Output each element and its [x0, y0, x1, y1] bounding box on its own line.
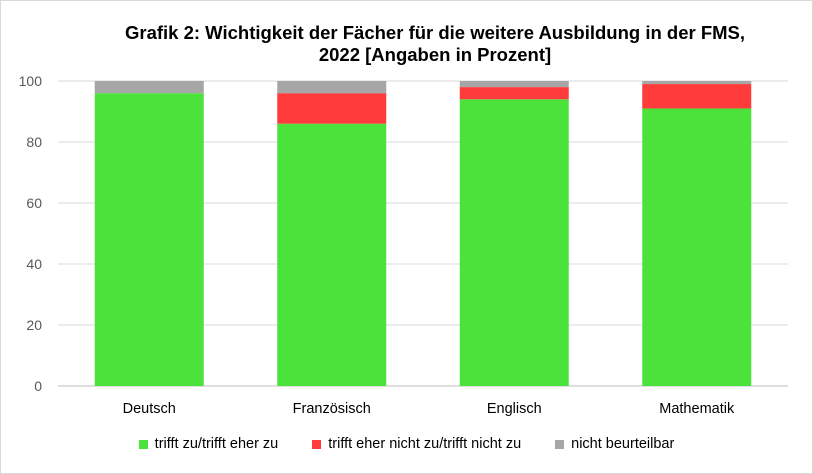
legend-swatch	[312, 439, 322, 449]
chart-title: Grafik 2: Wichtigkeit der Fächer für die…	[90, 22, 780, 66]
x-tick-label: Französisch	[293, 401, 371, 417]
y-tick-label: 80	[26, 134, 42, 150]
legend-label: trifft zu/trifft eher zu	[154, 436, 279, 452]
chart-legend: trifft zu/trifft eher zu trifft eher nich…	[0, 436, 813, 452]
y-tick-label: 0	[34, 378, 42, 394]
legend-item: trifft eher nicht zu/trifft nicht zu	[312, 436, 521, 452]
x-tick-label: Deutsch	[123, 401, 176, 417]
legend-swatch	[138, 439, 148, 449]
bar-segment	[642, 81, 752, 85]
legend-label: nicht beurteilbar	[571, 436, 675, 452]
legend-label: trifft eher nicht zu/trifft nicht zu	[328, 436, 522, 452]
bar-segment	[277, 123, 387, 386]
bar-segment	[459, 99, 569, 387]
chart-title-line-2: 2022 [Angaben in Prozent]	[318, 44, 552, 65]
bar-segment	[94, 93, 204, 386]
y-tick-label: 60	[26, 195, 42, 211]
chart-title-line-1: Grafik 2: Wichtigkeit der Fächer für die…	[124, 22, 746, 43]
legend-item: trifft zu/trifft eher zu	[138, 436, 279, 452]
x-tick-label: Englisch	[487, 401, 542, 417]
legend-swatch	[555, 439, 565, 449]
y-tick-label: 100	[19, 73, 43, 89]
bar-segment	[459, 81, 569, 88]
bar-segment	[94, 81, 204, 94]
bar-segment	[277, 93, 387, 124]
bar-segment	[642, 108, 752, 386]
bar-segment	[642, 84, 752, 109]
y-tick-label: 20	[26, 317, 42, 333]
y-tick-label: 40	[26, 256, 42, 272]
bar-segment	[277, 81, 387, 94]
legend-item: nicht beurteilbar	[555, 436, 674, 452]
bar-segment	[459, 87, 569, 100]
x-tick-label: Mathematik	[659, 401, 735, 417]
